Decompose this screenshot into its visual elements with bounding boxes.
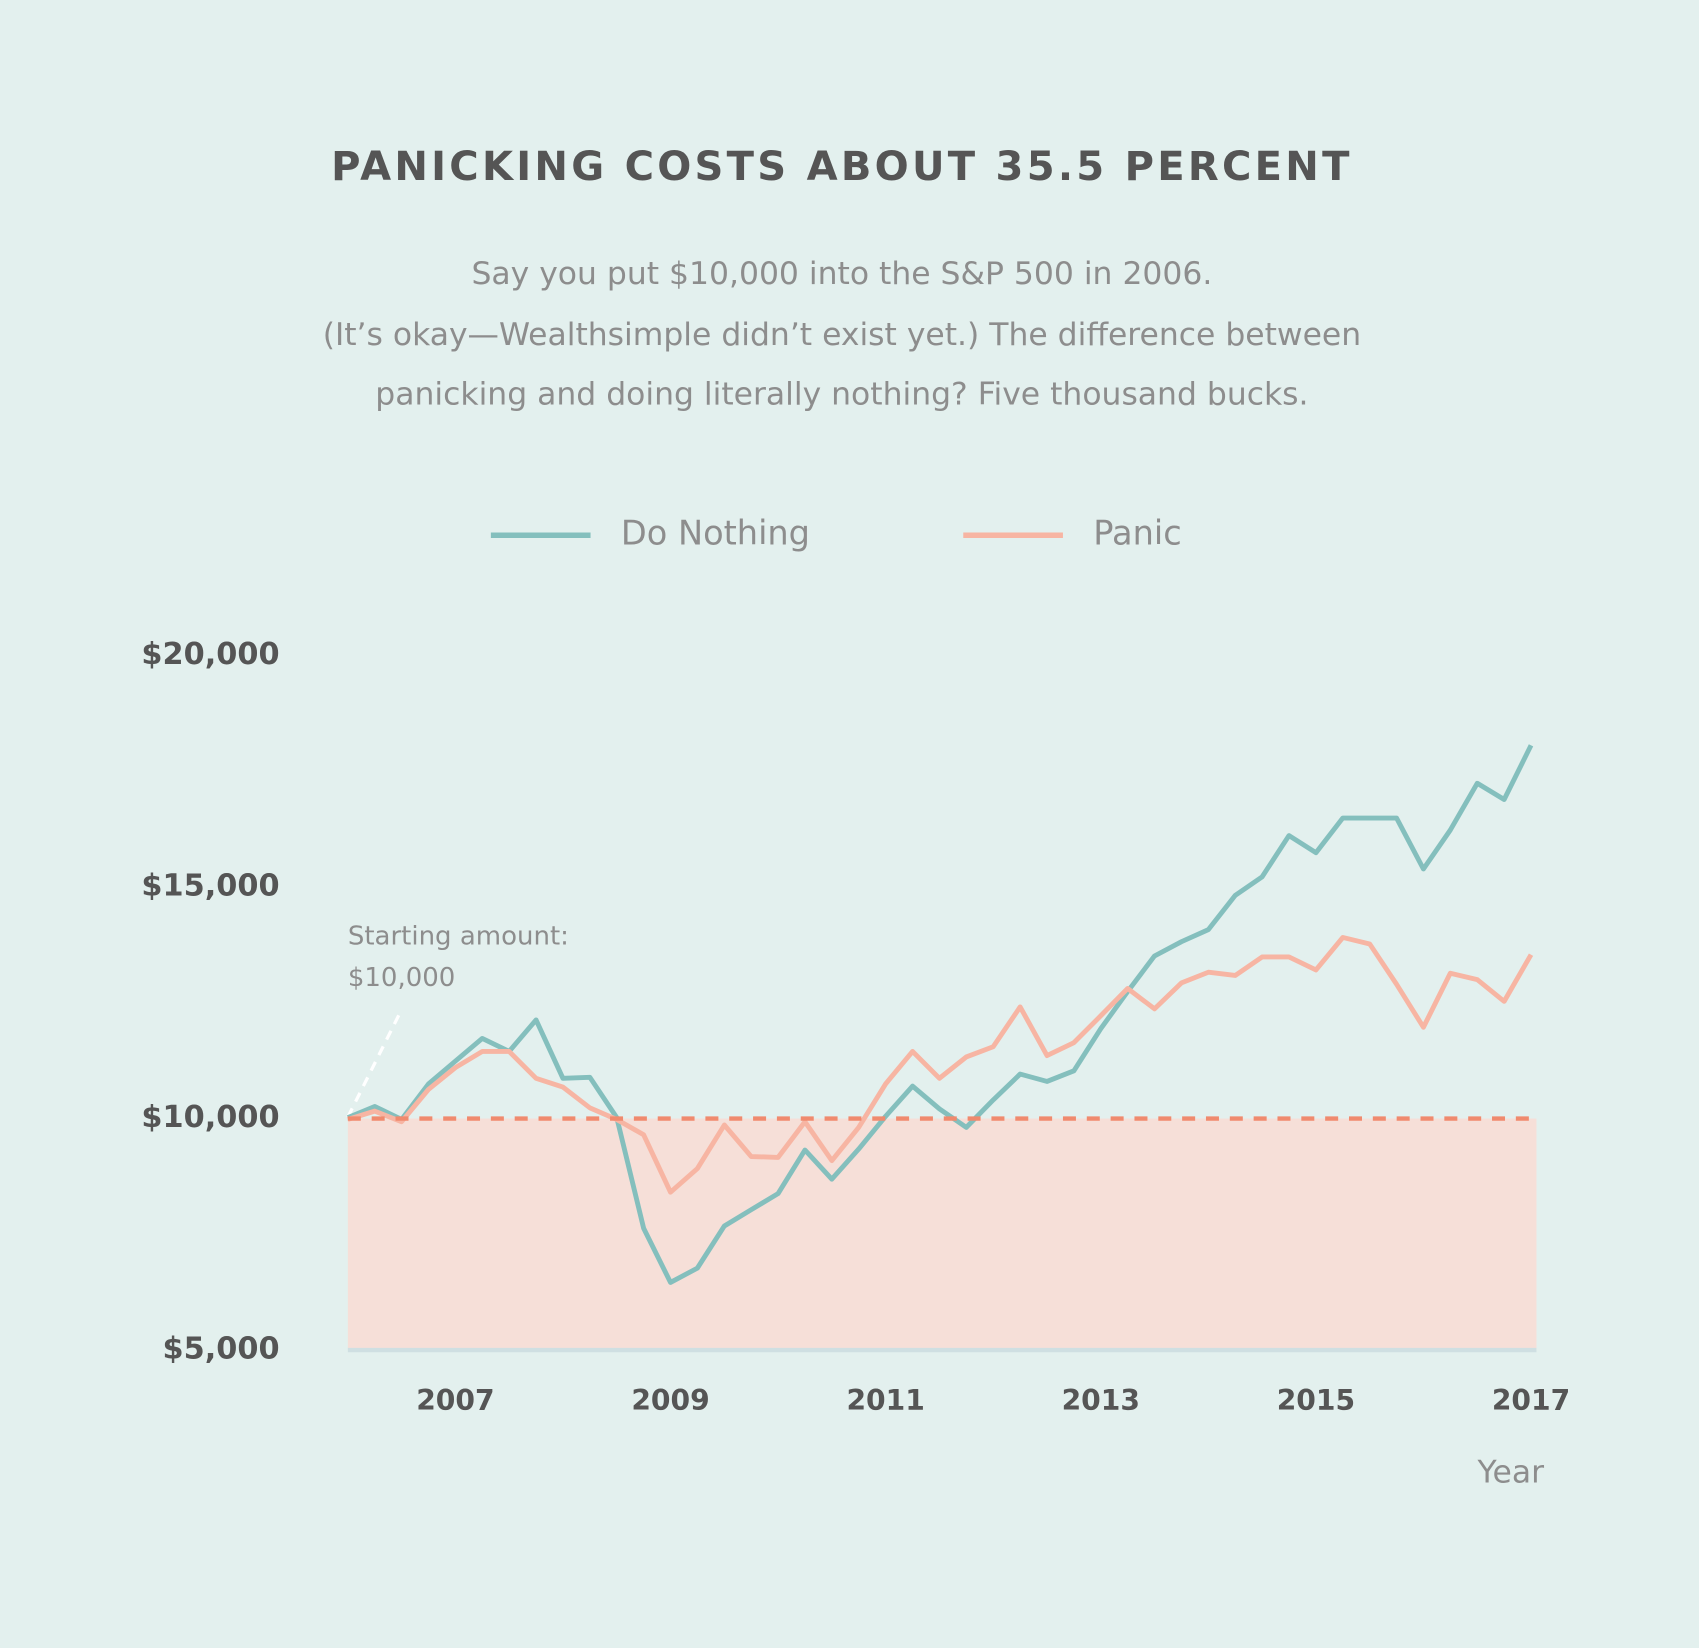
- legend-label: Panic: [1093, 514, 1181, 553]
- x-tick-label: 2009: [631, 1384, 709, 1417]
- x-tick-label: 2011: [846, 1384, 924, 1417]
- annotation: $10,000: [348, 963, 456, 993]
- y-tick-label: $10,000: [141, 1100, 279, 1135]
- subtitle: panicking and doing literally nothing? F…: [375, 376, 1308, 412]
- subtitle: Say you put $10,000 into the S&P 500 in …: [471, 256, 1212, 292]
- series-line: [347, 935, 1534, 1195]
- x-tick-label: 2007: [416, 1384, 494, 1417]
- y-tick-label: $5,000: [163, 1332, 280, 1367]
- chart-title: PANICKING COSTS ABOUT 35.5 PERCENT: [331, 144, 1353, 190]
- x-tick-label: 2017: [1492, 1384, 1570, 1417]
- baseline-area: [347, 1118, 1537, 1351]
- x-axis-label: Year: [1477, 1455, 1545, 1491]
- annotation: Starting amount:: [348, 922, 569, 952]
- series-line: [346, 744, 1534, 1285]
- legend-label: Do Nothing: [621, 514, 810, 553]
- subtitle: (It’s okay—Wealthsimple didn’t exist yet…: [323, 317, 1361, 353]
- x-tick-label: 2015: [1277, 1384, 1355, 1417]
- y-tick-label: $15,000: [141, 869, 279, 904]
- y-tick-label: $20,000: [141, 637, 279, 672]
- x-tick-label: 2013: [1062, 1384, 1140, 1417]
- annotation-leader: [346, 1010, 403, 1118]
